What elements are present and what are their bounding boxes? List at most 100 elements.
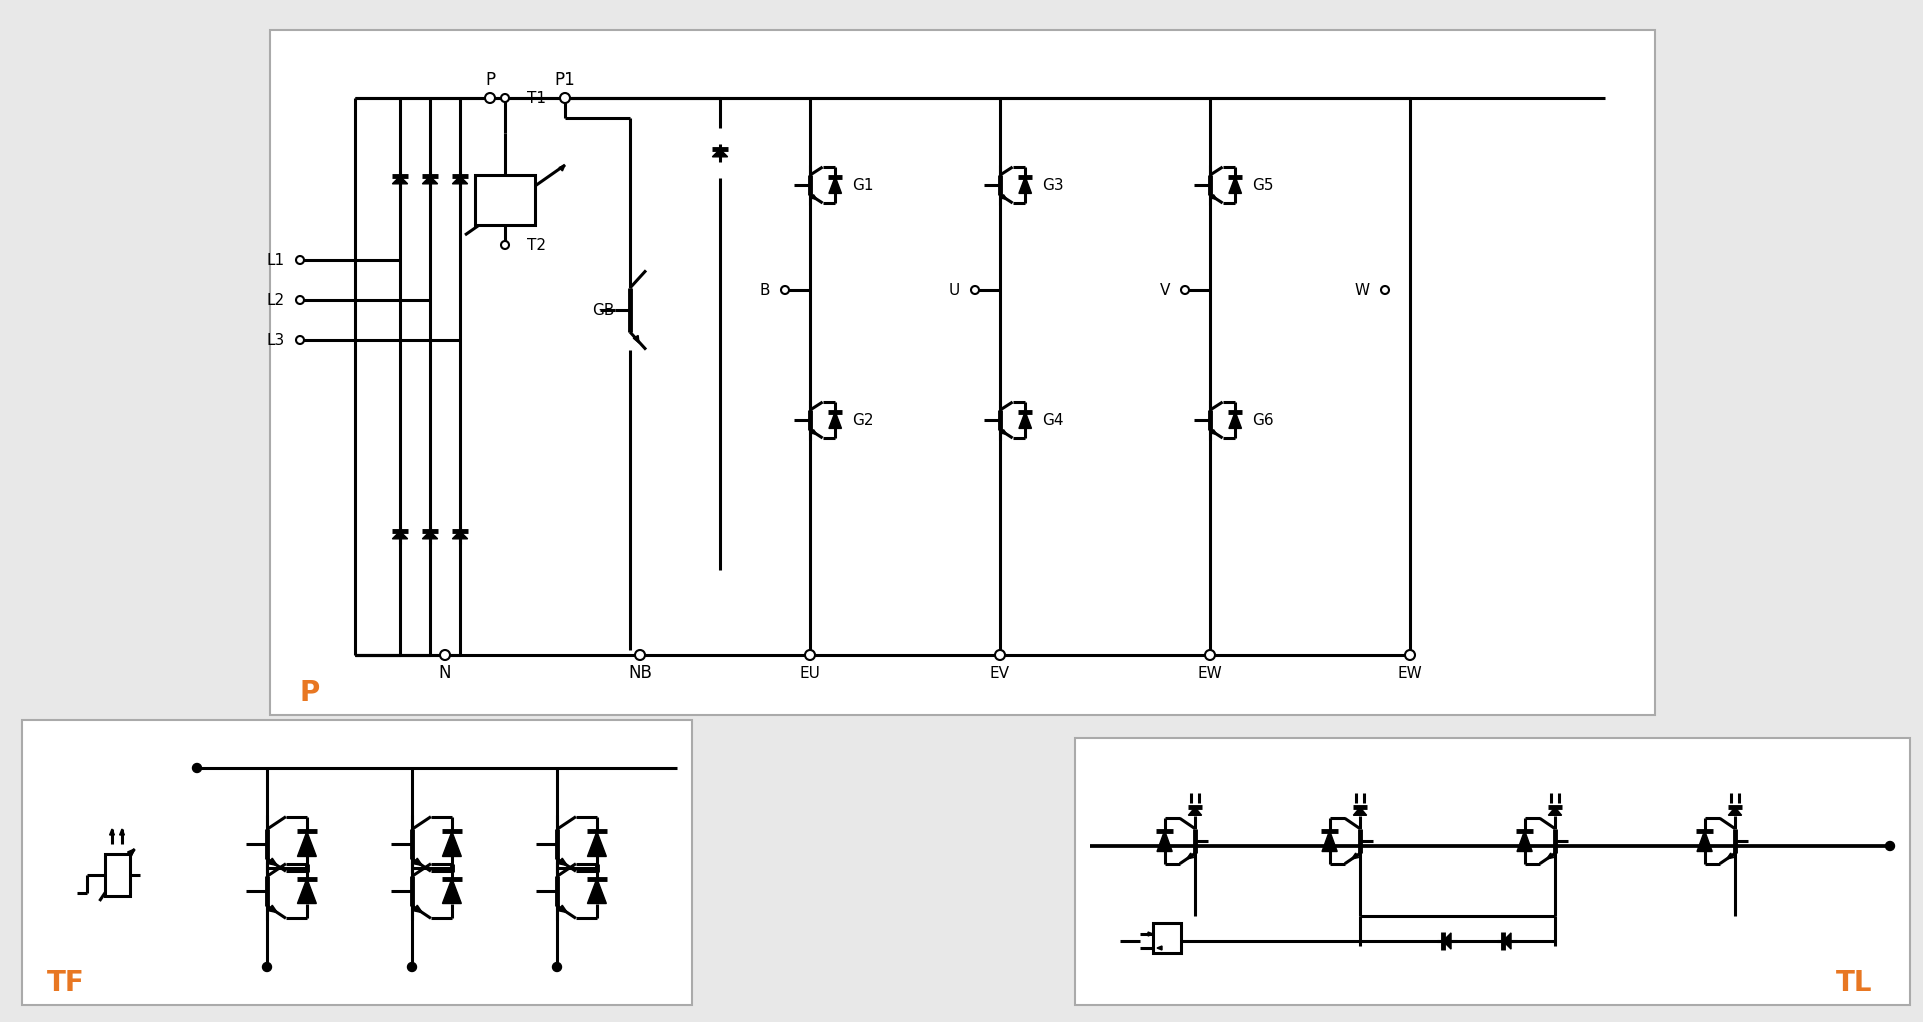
Text: T2: T2 bbox=[527, 237, 546, 252]
Text: EV: EV bbox=[990, 665, 1010, 681]
Polygon shape bbox=[812, 194, 817, 199]
Bar bbox=[269, 30, 1654, 715]
Text: L3: L3 bbox=[267, 332, 285, 347]
Polygon shape bbox=[1148, 932, 1152, 936]
Polygon shape bbox=[1156, 831, 1171, 851]
Polygon shape bbox=[1156, 946, 1161, 950]
Polygon shape bbox=[413, 858, 423, 866]
Polygon shape bbox=[298, 832, 315, 856]
Text: EW: EW bbox=[1196, 665, 1221, 681]
Polygon shape bbox=[1019, 412, 1031, 428]
Bar bbox=[1152, 923, 1181, 953]
Text: T1: T1 bbox=[527, 91, 546, 105]
Polygon shape bbox=[1548, 807, 1561, 816]
Polygon shape bbox=[1019, 177, 1031, 193]
Circle shape bbox=[1381, 286, 1388, 294]
Bar bbox=[1075, 738, 1910, 1005]
Text: P1: P1 bbox=[554, 71, 575, 89]
Text: TL: TL bbox=[1835, 969, 1871, 997]
Circle shape bbox=[500, 241, 510, 249]
Polygon shape bbox=[1442, 933, 1450, 949]
Polygon shape bbox=[1546, 853, 1554, 860]
Text: GB: GB bbox=[592, 303, 615, 318]
Text: EW: EW bbox=[1396, 665, 1421, 681]
Polygon shape bbox=[1321, 831, 1336, 851]
Circle shape bbox=[1204, 650, 1213, 660]
Polygon shape bbox=[269, 858, 277, 866]
Polygon shape bbox=[269, 905, 277, 913]
Text: NB: NB bbox=[627, 664, 652, 682]
Text: G1: G1 bbox=[852, 178, 873, 192]
Circle shape bbox=[485, 93, 494, 103]
Polygon shape bbox=[1229, 177, 1240, 193]
Polygon shape bbox=[587, 879, 606, 903]
Polygon shape bbox=[1696, 831, 1711, 851]
Circle shape bbox=[971, 286, 979, 294]
Text: L1: L1 bbox=[267, 252, 285, 268]
Circle shape bbox=[1404, 650, 1413, 660]
Polygon shape bbox=[829, 177, 840, 193]
Polygon shape bbox=[829, 412, 840, 428]
Circle shape bbox=[296, 336, 304, 344]
Polygon shape bbox=[1211, 429, 1215, 434]
Polygon shape bbox=[1000, 194, 1006, 199]
Polygon shape bbox=[452, 531, 467, 539]
Text: G2: G2 bbox=[852, 413, 873, 427]
Circle shape bbox=[552, 963, 562, 972]
Text: L2: L2 bbox=[267, 292, 285, 308]
Polygon shape bbox=[423, 531, 437, 539]
Polygon shape bbox=[452, 176, 467, 184]
Polygon shape bbox=[127, 849, 135, 856]
Text: G5: G5 bbox=[1252, 178, 1273, 192]
Circle shape bbox=[1181, 286, 1188, 294]
Circle shape bbox=[500, 94, 510, 102]
Polygon shape bbox=[392, 531, 408, 539]
Polygon shape bbox=[1229, 412, 1240, 428]
Bar bbox=[21, 721, 692, 1005]
Circle shape bbox=[296, 256, 304, 264]
Polygon shape bbox=[110, 829, 113, 835]
Polygon shape bbox=[812, 429, 817, 434]
Polygon shape bbox=[560, 165, 565, 171]
Text: P: P bbox=[300, 679, 319, 707]
Polygon shape bbox=[442, 832, 462, 856]
Text: TF: TF bbox=[46, 969, 85, 997]
Polygon shape bbox=[442, 879, 462, 903]
Polygon shape bbox=[1725, 853, 1733, 860]
Polygon shape bbox=[1352, 853, 1358, 860]
Polygon shape bbox=[1502, 933, 1510, 949]
Circle shape bbox=[296, 296, 304, 304]
Text: G4: G4 bbox=[1042, 413, 1063, 427]
Polygon shape bbox=[1000, 429, 1006, 434]
Polygon shape bbox=[1211, 194, 1215, 199]
Text: B: B bbox=[760, 282, 769, 297]
Text: W: W bbox=[1354, 282, 1369, 297]
Circle shape bbox=[408, 963, 415, 972]
Circle shape bbox=[560, 93, 569, 103]
Polygon shape bbox=[392, 176, 408, 184]
Polygon shape bbox=[587, 832, 606, 856]
Text: G3: G3 bbox=[1042, 178, 1063, 192]
Polygon shape bbox=[558, 858, 567, 866]
Circle shape bbox=[635, 650, 644, 660]
Polygon shape bbox=[558, 905, 567, 913]
Bar bbox=[104, 854, 129, 896]
Polygon shape bbox=[423, 176, 437, 184]
Circle shape bbox=[804, 650, 815, 660]
Circle shape bbox=[994, 650, 1004, 660]
Text: G6: G6 bbox=[1252, 413, 1273, 427]
Text: N: N bbox=[438, 664, 452, 682]
Text: U: U bbox=[948, 282, 960, 297]
Text: P: P bbox=[485, 71, 494, 89]
Circle shape bbox=[1885, 841, 1894, 850]
Polygon shape bbox=[1188, 807, 1202, 816]
Polygon shape bbox=[1186, 853, 1192, 860]
Polygon shape bbox=[413, 905, 423, 913]
Polygon shape bbox=[298, 879, 315, 903]
Polygon shape bbox=[119, 829, 125, 835]
Polygon shape bbox=[712, 149, 727, 156]
Polygon shape bbox=[633, 335, 638, 343]
Text: NTC: NTC bbox=[498, 193, 523, 206]
Circle shape bbox=[440, 650, 450, 660]
Polygon shape bbox=[1515, 831, 1531, 851]
